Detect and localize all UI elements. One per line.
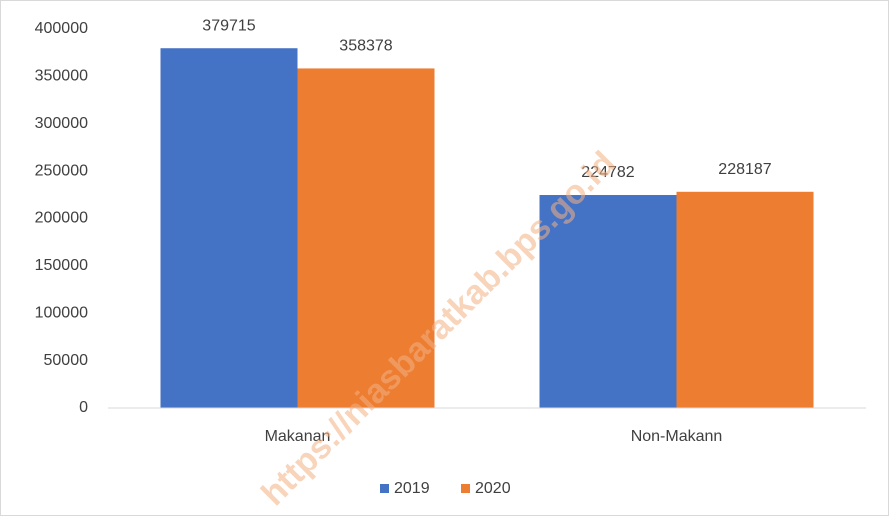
legend-label: 2020 (475, 480, 511, 497)
bar (297, 68, 435, 409)
y-tick-label: 400000 (35, 20, 88, 37)
y-tick-label: 50000 (44, 352, 89, 369)
data-label: 228187 (718, 161, 771, 178)
data-label: 358378 (339, 38, 392, 55)
y-tick-label: 200000 (35, 210, 88, 227)
bar (676, 191, 814, 408)
legend-swatch (380, 484, 389, 493)
data-label: 224782 (581, 164, 634, 181)
x-tick-label: Non-Makann (631, 428, 723, 445)
y-tick-label: 100000 (35, 304, 88, 321)
data-label: 379715 (202, 17, 255, 34)
bar (160, 48, 298, 409)
y-tick-label: 350000 (35, 68, 88, 85)
x-tick-label: Makanan (265, 428, 331, 445)
y-tick-label: 250000 (35, 162, 88, 179)
legend-swatch (461, 484, 470, 493)
legend-label: 2019 (394, 480, 430, 497)
y-tick-label: 150000 (35, 257, 88, 274)
bar (539, 195, 677, 408)
y-tick-label: 300000 (35, 115, 88, 132)
y-tick-label: 0 (79, 399, 88, 416)
